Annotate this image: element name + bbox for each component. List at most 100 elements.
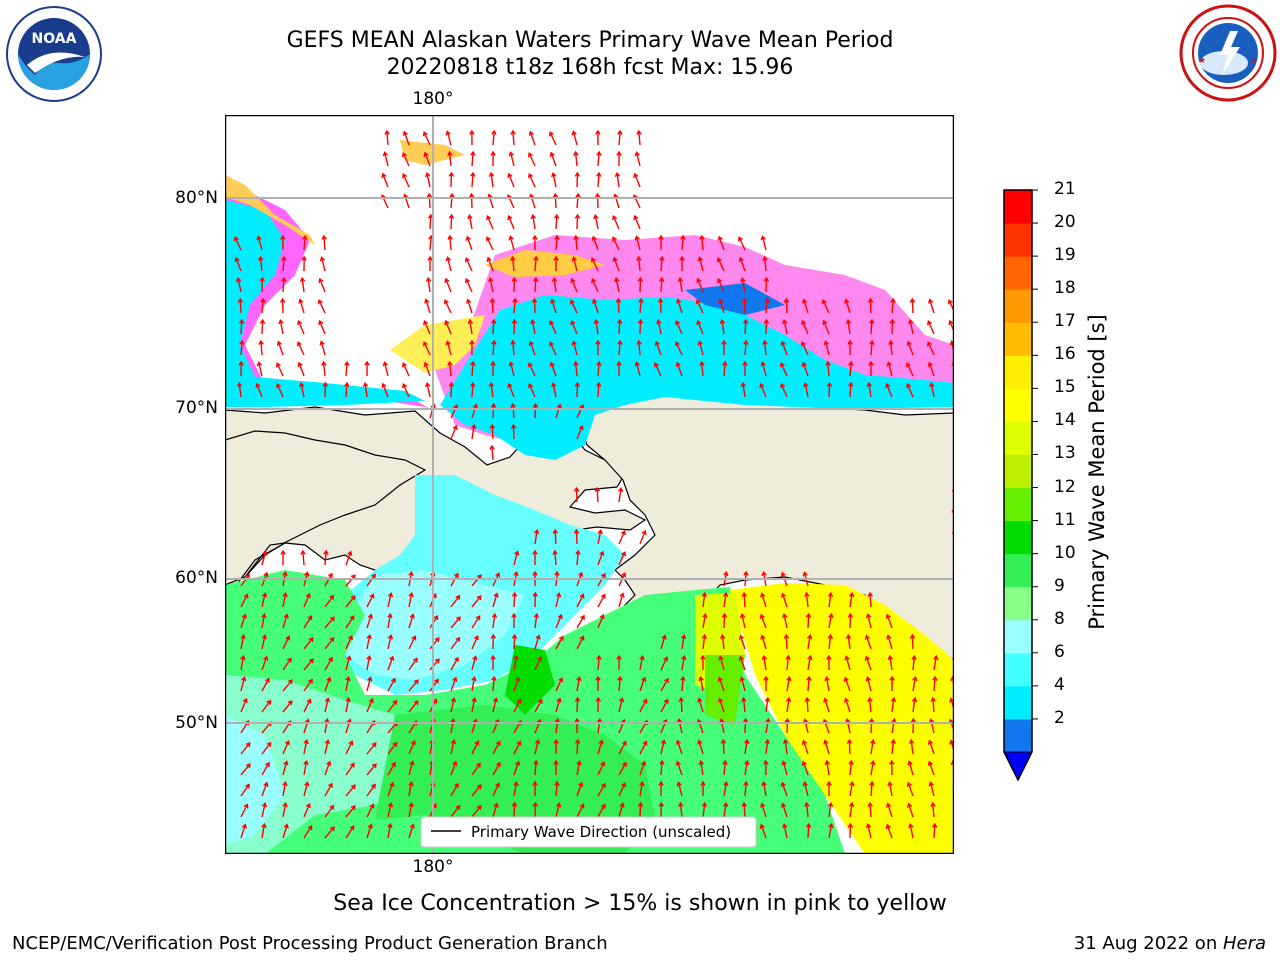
wave-direction-arrow — [807, 613, 810, 629]
colorbar-frame — [1003, 189, 1033, 782]
wave-direction-arrowhead — [698, 759, 704, 766]
wave-direction-arrow — [531, 320, 536, 335]
wave-direction-arrowhead — [828, 822, 834, 829]
colorbar-label: Primary Wave Mean Period [s] — [1085, 314, 1109, 630]
wave-direction-arrow — [261, 803, 266, 818]
wave-direction-arrow — [550, 152, 557, 167]
wave-direction-arrowhead — [741, 801, 747, 807]
wave-direction-arrow — [552, 173, 557, 188]
wave-direction-arrow — [660, 740, 665, 755]
colorbar-tick-label: 14 — [1054, 410, 1076, 431]
wave-direction-arrowhead — [612, 214, 618, 221]
wave-direction-arrow — [637, 256, 641, 272]
wave-direction-arrowhead — [721, 612, 728, 618]
wave-direction-arrow — [450, 425, 457, 440]
wave-direction-arrowhead — [409, 823, 415, 829]
wave-direction-arrow — [508, 383, 515, 398]
wave-direction-arrowhead — [592, 298, 598, 304]
wave-direction-arrow — [282, 636, 290, 650]
wave-direction-arrowhead — [697, 256, 703, 262]
wave-direction-arrow — [345, 825, 355, 839]
wave-direction-arrow — [466, 236, 473, 251]
wave-direction-arrow — [740, 677, 746, 692]
wave-direction-arrowhead — [574, 381, 581, 387]
wave-direction-arrow — [511, 257, 515, 272]
wave-direction-arrowhead — [471, 696, 477, 703]
wave-direction-arrow — [802, 761, 809, 776]
wave-direction-arrowhead — [510, 402, 516, 408]
wave-direction-arrow — [576, 425, 583, 440]
wave-direction-arrowhead — [537, 698, 543, 704]
wave-direction-arrow — [382, 383, 389, 398]
wave-direction-arrow — [303, 593, 311, 608]
wave-direction-arrow — [597, 719, 601, 734]
wave-direction-arrow — [259, 257, 263, 272]
wave-direction-arrowhead — [495, 782, 501, 788]
wave-direction-arrowhead — [906, 382, 912, 389]
wave-direction-arrowhead — [801, 361, 807, 367]
wave-direction-arrow — [261, 635, 266, 650]
wave-direction-arrowhead — [280, 549, 286, 555]
wave-direction-arrow — [929, 299, 935, 314]
wave-direction-arrow — [849, 760, 853, 776]
wave-direction-arrowhead — [387, 822, 393, 829]
wave-direction-arrow — [534, 635, 540, 650]
wave-direction-arrow — [723, 782, 728, 797]
wave-direction-arrowhead — [848, 759, 854, 765]
wave-direction-arrow — [572, 257, 578, 272]
wave-direction-arrowhead — [284, 739, 290, 746]
wave-direction-arrow — [471, 784, 482, 797]
wave-direction-arrowhead — [780, 382, 786, 389]
wave-direction-arrowhead — [742, 717, 749, 723]
open-water-west — [225, 200, 425, 407]
wave-direction-arrowhead — [555, 592, 562, 598]
wave-direction-arrowhead — [448, 381, 455, 387]
wave-direction-arrow — [738, 236, 746, 251]
wave-direction-arrow — [492, 593, 498, 608]
wave-direction-arrowhead — [493, 592, 499, 598]
wave-direction-arrowhead — [239, 339, 245, 345]
wave-direction-arrow — [240, 340, 243, 356]
wave-direction-arrow — [387, 742, 398, 755]
wave-direction-arrow — [574, 152, 578, 167]
wave-direction-arrow — [448, 362, 452, 377]
wave-direction-arrowhead — [594, 192, 601, 198]
wave-direction-arrowhead — [241, 676, 247, 682]
wave-direction-arrowhead — [280, 234, 286, 240]
wave-direction-arrowhead — [573, 234, 579, 240]
wave-direction-arrow — [765, 277, 768, 293]
wave-direction-arrow — [782, 761, 788, 776]
wave-direction-arrowhead — [299, 276, 306, 283]
wave-direction-arrowhead — [349, 615, 355, 621]
wave-direction-arrow — [761, 593, 767, 608]
wave-direction-arrowhead — [558, 635, 564, 641]
colorbar-tick-label: 8 — [1054, 608, 1065, 629]
wave-direction-arrowhead — [413, 700, 419, 706]
wave-direction-arrowhead — [515, 760, 521, 766]
wave-direction-arrow — [366, 677, 372, 692]
wave-direction-arrow — [744, 340, 747, 356]
wave-direction-arrow — [512, 340, 515, 356]
wave-direction-arrowhead — [424, 298, 430, 304]
wave-direction-arrowhead — [452, 424, 458, 431]
wave-direction-arrowhead — [700, 780, 706, 786]
wave-direction-arrow — [345, 741, 353, 755]
wave-direction-arrow — [887, 803, 893, 818]
wave-direction-arrow — [870, 319, 873, 335]
wave-direction-arrow — [933, 656, 937, 671]
wave-direction-arrow — [824, 698, 830, 713]
wave-direction-arrowhead — [639, 780, 645, 787]
wave-direction-arrow — [786, 698, 790, 713]
wave-direction-arrow — [639, 741, 647, 755]
wave-direction-arrowhead — [434, 678, 439, 684]
wave-direction-arrowhead — [476, 574, 482, 580]
wave-direction-arrow — [366, 698, 374, 713]
wave-direction-arrow — [303, 658, 314, 671]
pacific-pale-west — [225, 715, 285, 845]
wave-direction-arrow — [870, 340, 873, 356]
wave-direction-arrowhead — [511, 612, 517, 618]
wave-direction-arrowhead — [573, 486, 580, 492]
wave-direction-arrow — [932, 697, 935, 713]
wave-direction-arrow — [849, 782, 854, 797]
wave-direction-arrowhead — [571, 130, 577, 136]
